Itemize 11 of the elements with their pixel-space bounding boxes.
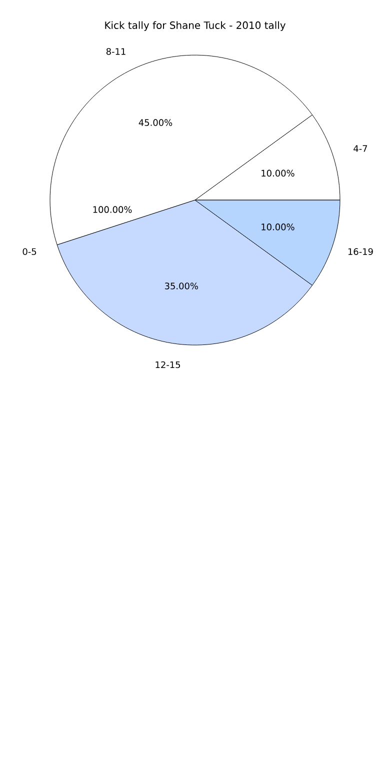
slice-label: 12-15 [156,361,180,368]
slice-label: 8-11 [106,48,126,55]
data-label: 45.00% [138,119,172,126]
chart-title: Kick tally for Shane Tuck - 2010 tally [105,21,286,31]
category-label: 0-5 [22,248,36,255]
data-label: 35.00% [164,282,198,290]
data-label: 10.00% [262,170,294,177]
text: 100.00% [93,206,132,213]
data-label: 10.00% [262,224,294,230]
slice-label: 16-19 [348,248,373,255]
slice-label: 4-7 [354,145,368,152]
